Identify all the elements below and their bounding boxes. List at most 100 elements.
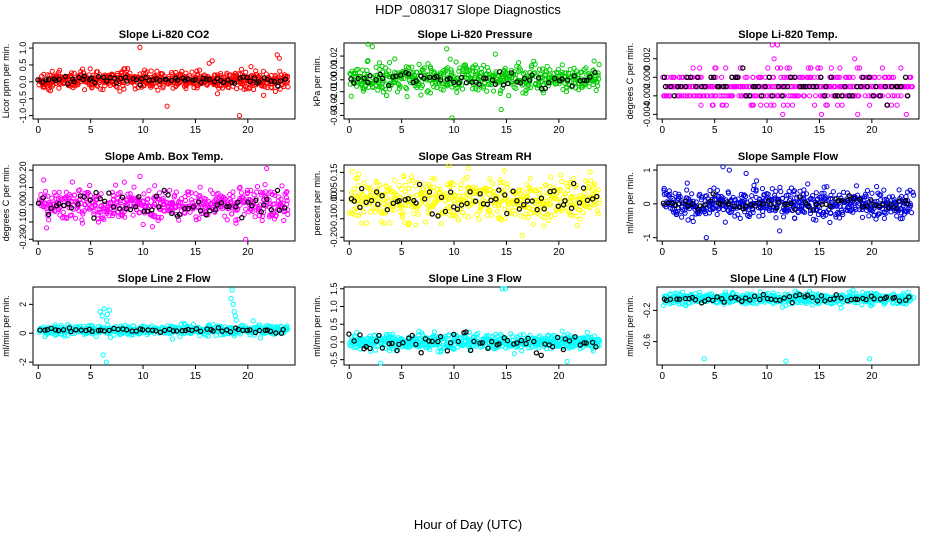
data-point: [262, 327, 268, 333]
data-point: [488, 197, 494, 203]
data-point: [527, 77, 533, 83]
data-point: [87, 66, 93, 72]
data-point: [87, 182, 93, 189]
data-point: [253, 68, 259, 74]
data-point: [161, 187, 167, 194]
data-point: [237, 184, 243, 190]
data-point: [567, 181, 574, 187]
data-point: [89, 322, 95, 329]
data-point: [101, 328, 108, 334]
x-tick-label: 10: [137, 371, 149, 382]
data-point: [232, 70, 238, 77]
data-point: [228, 296, 234, 302]
x-tick-label: 10: [448, 371, 460, 382]
data-point: [590, 81, 596, 88]
data-point: [869, 208, 875, 214]
data-point: [435, 213, 441, 219]
data-point: [538, 195, 545, 201]
data-point: [207, 208, 213, 214]
data-point: [881, 215, 888, 221]
data-point: [212, 207, 219, 213]
data-point: [461, 193, 467, 199]
data-point: [737, 215, 743, 221]
data-point: [447, 75, 453, 82]
data-point: [746, 93, 753, 99]
data-point: [577, 207, 583, 213]
data-point: [785, 102, 791, 108]
data-point: [536, 66, 543, 73]
data-point: [583, 186, 589, 192]
data-point: [446, 333, 452, 339]
data-point: [483, 333, 489, 339]
data-point: [186, 189, 192, 195]
x-tick-label: 0: [346, 371, 352, 382]
data-point: [544, 63, 550, 70]
data-point: [852, 56, 858, 62]
data-point: [173, 189, 179, 195]
data-point: [702, 202, 708, 208]
data-point: [813, 201, 820, 207]
data-point: [735, 212, 741, 218]
data-point: [413, 78, 419, 84]
y-tick-label: -0.002: [642, 83, 652, 109]
data-point: [267, 328, 274, 334]
data-point: [462, 62, 468, 68]
y-tick-label: -0.5: [18, 91, 28, 107]
data-point: [889, 93, 896, 99]
x-tick-label: 5: [399, 371, 405, 382]
series-subset: [661, 65, 911, 108]
data-point: [164, 103, 170, 109]
y-tick-label: 0.20: [18, 161, 28, 179]
data-point: [256, 79, 262, 85]
data-point: [743, 193, 749, 199]
data-point: [574, 222, 580, 228]
data-point: [179, 328, 185, 334]
data-point: [730, 84, 737, 90]
data-point: [463, 79, 470, 86]
data-point: [268, 206, 274, 213]
data-point: [498, 106, 504, 113]
data-point: [182, 77, 188, 83]
data-point: [157, 329, 164, 335]
data-point: [490, 180, 496, 187]
y-axis-label: ml/min per min.: [625, 172, 635, 234]
data-point: [541, 223, 547, 229]
data-point: [285, 211, 291, 217]
data-point: [41, 177, 47, 183]
data-point: [474, 211, 480, 218]
data-point: [577, 216, 583, 222]
data-point: [103, 359, 110, 365]
data-point: [280, 326, 286, 333]
data-point: [98, 191, 104, 197]
data-point: [158, 214, 164, 220]
data-point: [353, 71, 359, 77]
data-point: [71, 70, 77, 76]
data-point: [673, 209, 679, 215]
data-point: [810, 216, 817, 222]
data-point: [381, 220, 387, 227]
data-point: [791, 199, 797, 206]
data-point: [585, 185, 592, 191]
data-point: [283, 195, 290, 201]
data-point: [587, 74, 593, 80]
data-point: [513, 85, 519, 92]
data-point: [740, 84, 747, 90]
data-point: [751, 182, 757, 188]
data-point: [426, 182, 432, 188]
data-point: [249, 202, 255, 209]
data-point: [387, 185, 393, 191]
data-point: [130, 212, 136, 218]
data-point: [593, 76, 599, 82]
page-title: HDP_080317 Slope Diagnostics: [375, 2, 561, 17]
data-point: [386, 82, 392, 89]
series-subset: [35, 73, 289, 89]
data-point: [888, 102, 895, 108]
data-point: [231, 80, 238, 86]
data-point: [465, 165, 471, 171]
data-point: [502, 192, 508, 198]
data-point: [282, 207, 288, 214]
data-point: [750, 102, 757, 108]
y-tick-label: 0.02: [329, 47, 339, 65]
data-point: [523, 90, 529, 96]
